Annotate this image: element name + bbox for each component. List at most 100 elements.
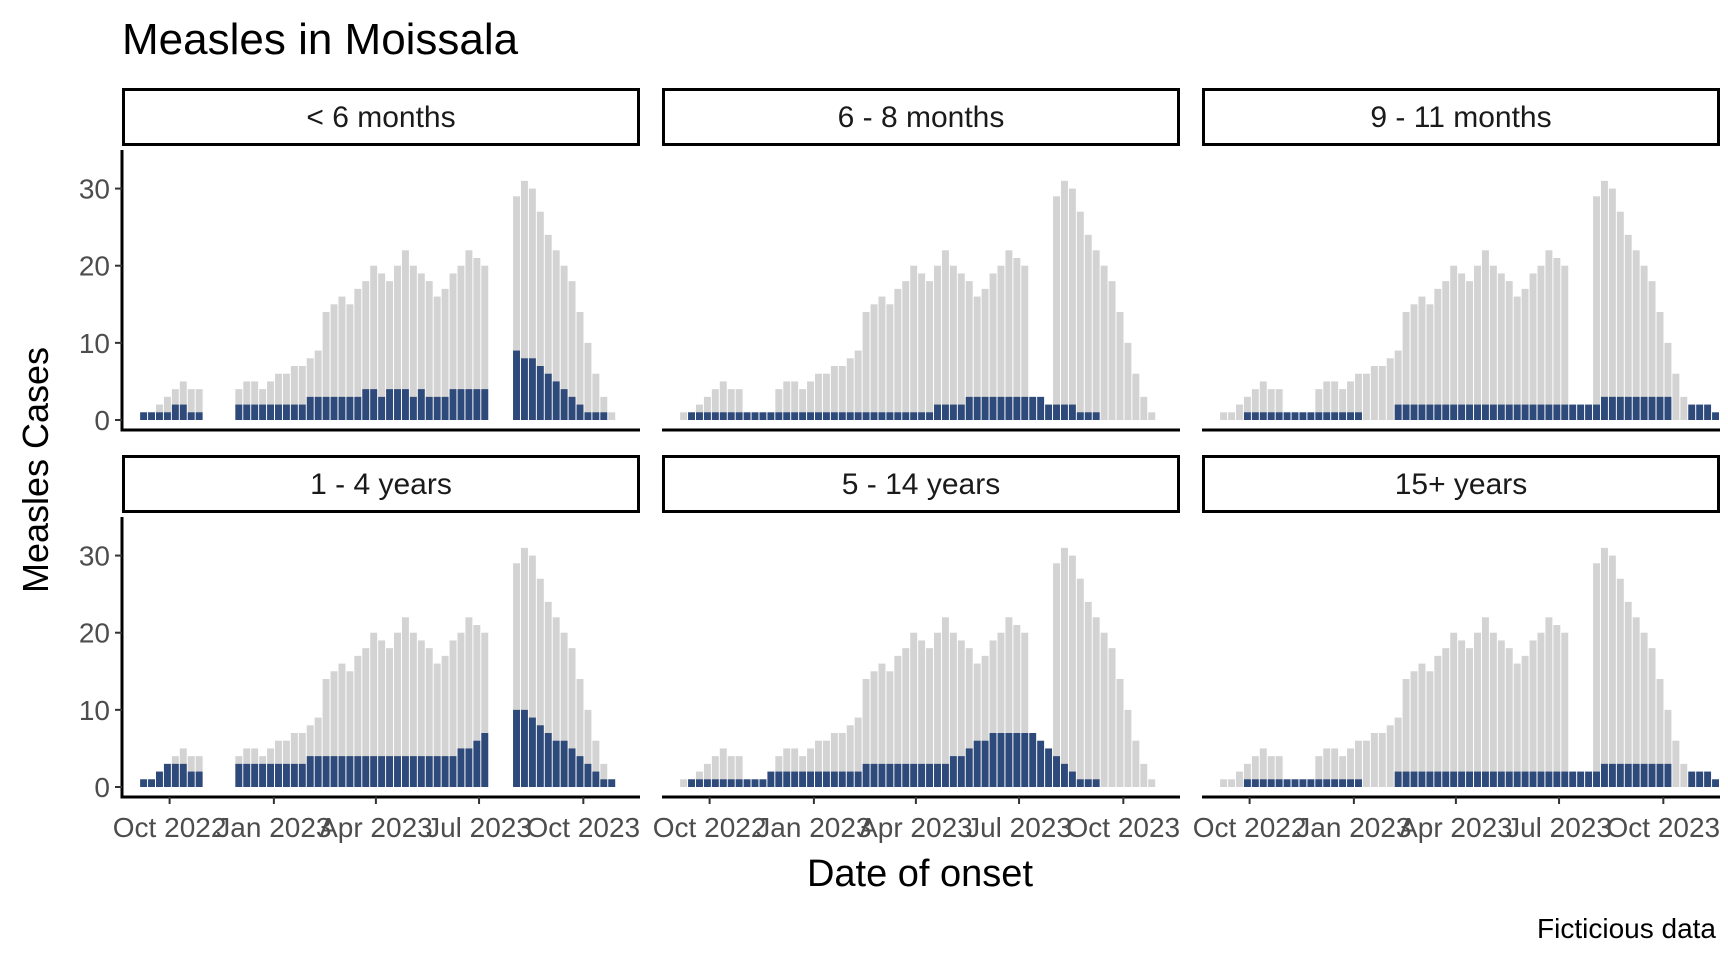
background-bar: [417, 273, 425, 420]
background-bar: [290, 366, 298, 420]
facet-panel: < 6 months 0 10 20 30: [79, 88, 640, 436]
x-tick-label: Jul 2023: [1506, 812, 1612, 843]
background-bar: [957, 273, 965, 420]
y-axis-label: Measles Cases: [15, 347, 56, 593]
background-bar: [1497, 273, 1505, 420]
case-bar: [401, 389, 409, 420]
background-bar: [1108, 281, 1116, 420]
case-bar: [1704, 771, 1712, 787]
case-bar: [727, 412, 735, 420]
background-bar: [473, 625, 481, 787]
background-bar: [1529, 273, 1537, 420]
case-bar: [1616, 396, 1624, 420]
background-bar: [1394, 350, 1402, 420]
case-bar: [1402, 771, 1410, 787]
background-bar: [1236, 404, 1243, 420]
case-bar: [1275, 779, 1283, 787]
case-bar: [1013, 733, 1021, 787]
case-bar: [362, 756, 370, 787]
case-bar: [401, 756, 409, 787]
y-tick-label: 0: [94, 405, 110, 436]
background-bar: [735, 756, 743, 787]
case-bar: [1410, 404, 1418, 420]
background-bar: [838, 733, 846, 787]
facet-strip: [1202, 88, 1720, 146]
case-bar: [259, 404, 267, 420]
background-bar: [719, 748, 727, 787]
case-bar: [140, 412, 148, 420]
background-bar: [838, 366, 846, 420]
case-bar: [187, 771, 195, 787]
case-bar: [243, 763, 251, 787]
case-bar: [1045, 404, 1053, 420]
background-bar: [576, 312, 584, 420]
background-bar: [862, 312, 870, 420]
case-bar: [1060, 404, 1068, 420]
background-bar: [807, 381, 815, 420]
case-bar: [1481, 771, 1489, 787]
background-bar: [267, 381, 275, 420]
case-bar: [1013, 396, 1021, 420]
background-bar: [1616, 211, 1624, 420]
background-bar: [854, 717, 862, 787]
case-bar: [417, 389, 425, 420]
background-bar: [957, 640, 965, 787]
x-tick-label: Oct 2023: [1067, 812, 1181, 843]
case-bar: [965, 748, 973, 787]
case-bar: [822, 412, 830, 420]
background-bar: [346, 304, 354, 420]
background-bar: [354, 288, 362, 420]
background-bar: [1402, 312, 1410, 420]
background-bar: [1315, 756, 1323, 787]
case-bar: [1553, 771, 1561, 787]
case-bar: [1092, 412, 1100, 420]
case-bar: [425, 756, 433, 787]
case-bar: [433, 396, 441, 420]
case-bar: [941, 763, 949, 787]
background-bar: [1640, 632, 1648, 787]
case-bar: [457, 389, 465, 420]
case-bar: [973, 740, 981, 787]
case-bar: [259, 763, 267, 787]
background-bar: [1553, 258, 1561, 420]
background-bar: [1236, 771, 1243, 787]
background-bar: [513, 196, 520, 420]
case-bar: [354, 396, 362, 420]
background-bar: [902, 281, 910, 420]
background-bar: [378, 640, 386, 787]
case-bar: [1569, 771, 1577, 787]
case-bar: [481, 389, 489, 420]
case-bar: [394, 389, 401, 420]
case-bar: [1505, 771, 1513, 787]
case-bar: [807, 771, 815, 787]
background-bar: [386, 648, 394, 787]
case-bar: [830, 412, 838, 420]
case-bar: [338, 756, 346, 787]
case-bar: [528, 717, 536, 787]
case-bar: [1418, 404, 1426, 420]
background-bar: [481, 265, 489, 420]
background-bar: [536, 578, 544, 787]
background-bar: [965, 648, 973, 787]
case-bar: [473, 740, 481, 787]
case-bar: [338, 396, 346, 420]
background-bar: [1474, 632, 1481, 787]
case-bar: [886, 763, 894, 787]
background-bar: [1513, 663, 1521, 787]
case-bar: [520, 709, 528, 787]
case-bar: [195, 412, 203, 420]
background-bar: [997, 265, 1005, 420]
background-bar: [433, 663, 441, 787]
background-bar: [600, 396, 608, 420]
background-bar: [354, 655, 362, 787]
case-bar: [1339, 412, 1347, 420]
case-bar: [298, 763, 306, 787]
case-bar: [1593, 771, 1600, 787]
case-bar: [807, 412, 815, 420]
case-bar: [1068, 404, 1076, 420]
case-bar: [688, 412, 695, 420]
background-bar: [1243, 396, 1251, 420]
background-bar: [394, 632, 401, 787]
case-bar: [1640, 763, 1648, 787]
